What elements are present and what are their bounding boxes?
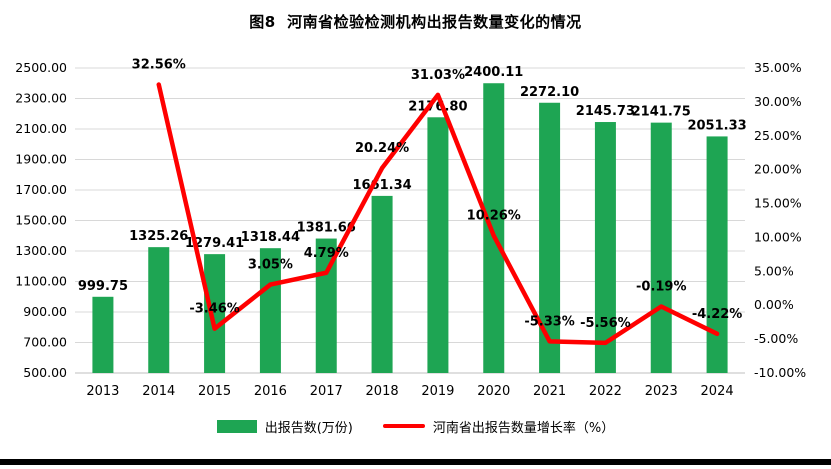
left-axis-tick-label: 2100.00 — [15, 121, 67, 136]
left-axis-tick-label: 700.00 — [23, 335, 67, 350]
right-axis-tick-label: 35.00% — [754, 60, 802, 75]
bar-value-label: 2176.80 — [408, 99, 467, 114]
bar-value-label: 1279.41 — [185, 236, 244, 251]
chart-legend: 出报告数(万份) 河南省出报告数量增长率（%） — [0, 413, 831, 439]
x-axis-label: 2013 — [86, 384, 119, 399]
bar-2014 — [148, 247, 170, 373]
bar-2024 — [706, 136, 728, 373]
bar-2020 — [483, 83, 505, 374]
growth-value-label: -5.56% — [580, 316, 631, 331]
bar-2021 — [539, 102, 561, 373]
x-axis-label: 2022 — [589, 384, 622, 399]
left-axis-tick-label: 1700.00 — [15, 182, 67, 197]
x-axis-label: 2017 — [310, 384, 343, 399]
left-axis-tick-label: 1300.00 — [15, 243, 67, 258]
bar-value-label: 999.75 — [78, 279, 128, 294]
right-axis-tick-label: -10.00% — [754, 365, 806, 380]
legend-bar-swatch-icon — [216, 419, 257, 433]
bar-2019 — [427, 117, 449, 374]
x-axis-label: 2018 — [366, 384, 399, 399]
bar-2018 — [371, 195, 393, 373]
x-axis-label: 2014 — [142, 384, 175, 399]
right-axis-tick-label: 15.00% — [754, 196, 802, 211]
x-axis-label: 2015 — [198, 384, 231, 399]
growth-value-label: -5.33% — [524, 314, 575, 329]
right-axis-tick-label: 0.00% — [754, 297, 794, 312]
growth-value-label: -3.46% — [189, 302, 240, 317]
left-axis-tick-label: 900.00 — [23, 304, 67, 319]
growth-value-label: 31.03% — [411, 68, 465, 83]
bar-value-label: 1661.34 — [352, 178, 411, 193]
bar-value-label: 2051.33 — [687, 118, 746, 133]
right-axis-tick-label: 5.00% — [754, 263, 794, 278]
bar-value-label: 1318.44 — [241, 230, 300, 245]
bar-value-label: 1325.26 — [129, 229, 188, 244]
growth-value-label: 32.56% — [132, 58, 186, 73]
x-axis-label: 2023 — [645, 384, 678, 399]
right-axis-tick-label: 25.00% — [754, 128, 802, 143]
growth-value-label: 4.79% — [304, 246, 349, 261]
x-axis-label: 2016 — [254, 384, 287, 399]
bar-value-label: 2400.11 — [464, 65, 523, 80]
bar-value-label: 2141.75 — [632, 105, 691, 120]
legend-line-swatch-icon — [382, 424, 425, 428]
right-axis-tick-label: 20.00% — [754, 162, 802, 177]
left-axis-tick-label: 500.00 — [23, 365, 67, 380]
chart-canvas: 2500.00 2300.00 2100.00 1900.00 1700.00 1500.… — [15, 58, 806, 399]
growth-value-label: -4.22% — [692, 307, 743, 322]
left-axis-tick-label: 2300.00 — [15, 91, 67, 106]
x-axis-label: 2019 — [421, 384, 454, 399]
right-axis-tick-label: -5.00% — [754, 331, 798, 346]
bar-2023 — [650, 122, 672, 374]
right-axis-tick-label: 30.00% — [754, 94, 802, 109]
right-axis-tick-label: 10.00% — [754, 229, 802, 244]
left-axis-tick-label: 1100.00 — [15, 274, 67, 289]
left-axis-tick-label: 1900.00 — [15, 152, 67, 167]
growth-rate-line — [156, 82, 720, 346]
bar-2015 — [204, 254, 226, 373]
legend-bar-label: 出报告数(万份) — [264, 420, 353, 436]
page-bottom-border — [0, 459, 831, 465]
x-axis-label: 2020 — [477, 384, 510, 399]
left-axis-tick-label: 2500.00 — [15, 60, 67, 75]
bar-2013 — [92, 296, 114, 373]
chart-title: 图8 河南省检验检测机构出报告数量变化的情况 — [249, 13, 582, 31]
bar-value-label: 2145.73 — [576, 104, 635, 119]
bar-value-label: 1381.66 — [297, 221, 356, 236]
growth-value-label: 20.24% — [355, 141, 409, 156]
bar-value-label: 2272.10 — [520, 85, 579, 100]
growth-value-label: 3.05% — [248, 258, 293, 273]
x-axis-label: 2021 — [533, 384, 566, 399]
growth-value-label: 10.26% — [467, 209, 521, 224]
left-axis-tick-label: 1500.00 — [15, 213, 67, 228]
legend-line-label: 河南省出报告数量增长率（%） — [432, 420, 615, 436]
bar-2016 — [259, 248, 281, 373]
growth-value-label: -0.19% — [636, 280, 687, 295]
x-axis-label: 2024 — [701, 384, 734, 399]
bar-2022 — [594, 122, 616, 373]
